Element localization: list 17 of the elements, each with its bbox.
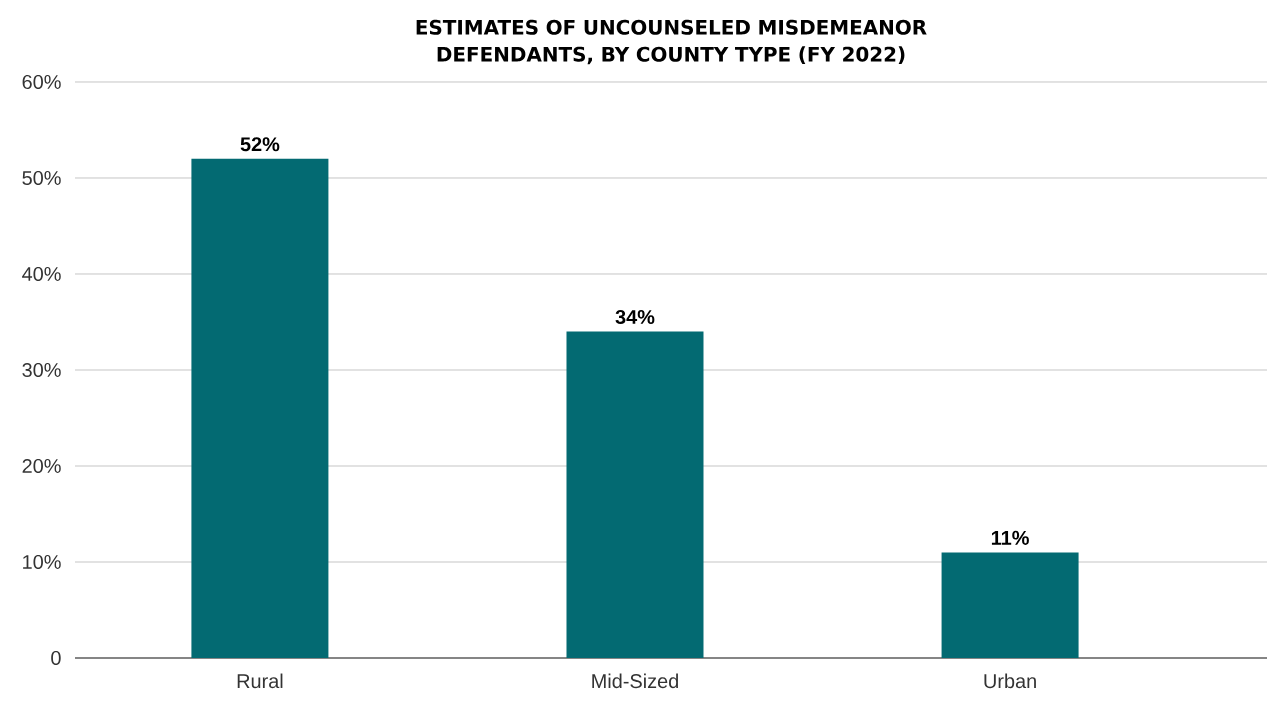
data-label: 52% — [240, 137, 280, 152]
data-label: 34% — [615, 309, 655, 325]
bar — [191, 158, 329, 658]
data-label: 11% — [991, 530, 1029, 545]
x-tick-label: Urban — [984, 673, 1036, 689]
bar — [941, 552, 1079, 658]
y-tick-label: 20% — [22, 458, 61, 474]
y-tick-label: 60% — [22, 74, 61, 90]
y-tick-label: 50% — [22, 170, 61, 186]
x-tick-label: Mid-Sized — [592, 673, 678, 689]
y-tick-label: 30% — [22, 362, 61, 378]
y-tick-label: 40% — [22, 266, 61, 282]
bar — [566, 331, 704, 658]
y-tick-label: 0 — [51, 650, 61, 666]
x-tick-label: Rural — [237, 673, 283, 689]
chart-title: ESTIMATES OF UNCOUNSELED MISDEMEANOR DEFENDANTS, BY COUNTY TYPE (FY 2022) — [416, 19, 927, 65]
y-tick-label: 10% — [23, 554, 61, 570]
